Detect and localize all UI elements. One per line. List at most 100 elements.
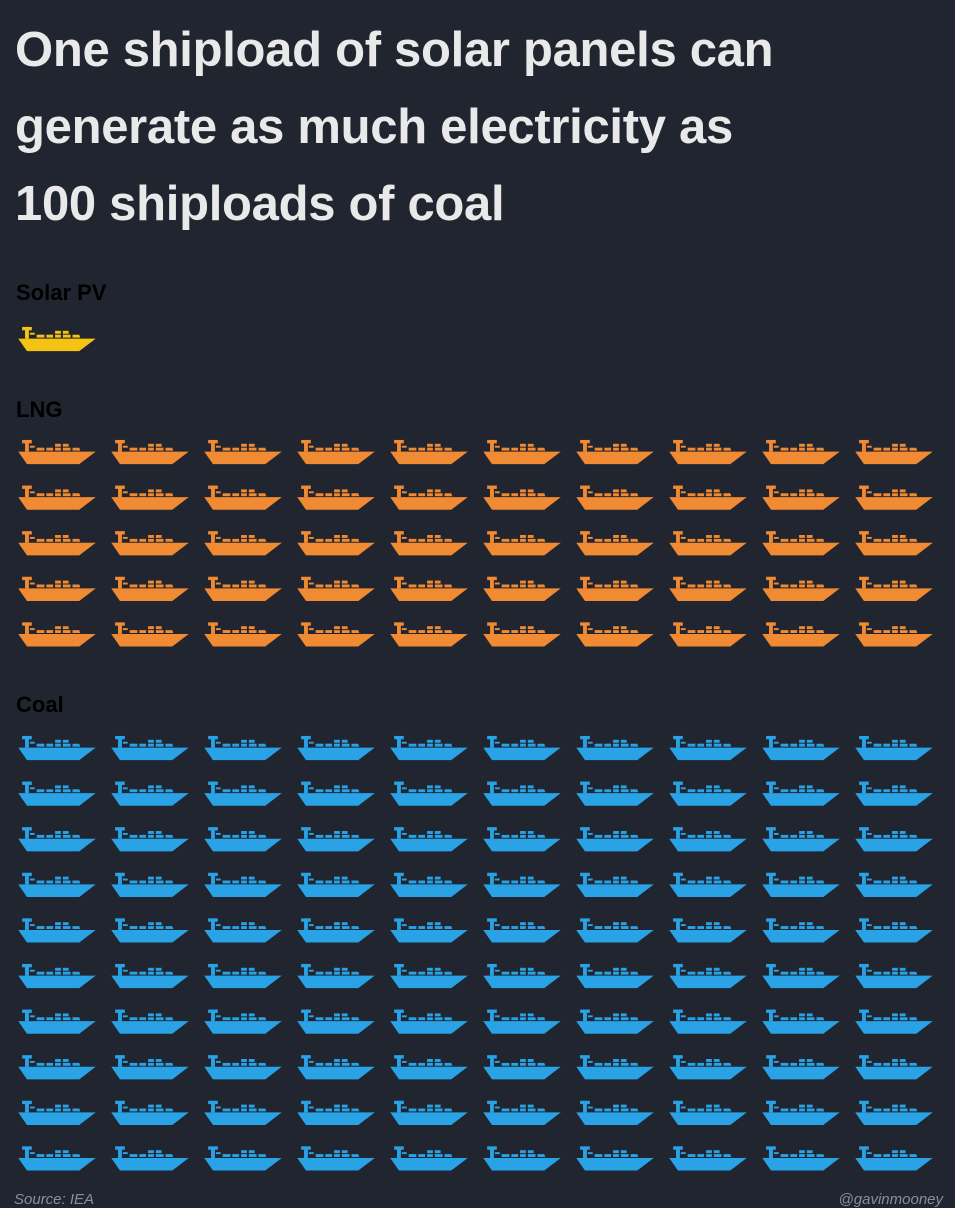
ship-icon-coal-68 bbox=[669, 1009, 747, 1034]
ship-icon-lng-20 bbox=[855, 485, 933, 510]
ship-icon-coal-1 bbox=[18, 735, 96, 761]
ship-icon-coal-95 bbox=[390, 1146, 468, 1171]
ship-icon-coal-50 bbox=[855, 918, 933, 943]
ship-icon-coal-51 bbox=[18, 963, 96, 989]
ship-icon-lng-15 bbox=[390, 485, 468, 510]
ship-icon-coal-67 bbox=[576, 1009, 654, 1034]
ship-icon-coal-46 bbox=[483, 918, 561, 943]
ship-icon-coal-75 bbox=[390, 1055, 468, 1080]
ship-icon-lng-11 bbox=[18, 485, 96, 510]
ship-icon-lng-48 bbox=[669, 622, 747, 647]
ship-icon-coal-57 bbox=[576, 963, 654, 989]
ship-icon-coal-100 bbox=[855, 1146, 933, 1171]
ship-icon-lng-44 bbox=[297, 622, 375, 647]
ship-icon-lng-28 bbox=[669, 531, 747, 556]
ship-icon-lng-47 bbox=[576, 622, 654, 647]
ship-icon-lng-1 bbox=[18, 439, 96, 465]
ship-icon-coal-45 bbox=[390, 918, 468, 943]
ship-icon-coal-52 bbox=[111, 963, 189, 989]
ship-icon-coal-83 bbox=[204, 1100, 282, 1125]
ship-icon-coal-61 bbox=[18, 1009, 96, 1034]
ship-icon-coal-78 bbox=[669, 1055, 747, 1080]
ship-icon-lng-10 bbox=[855, 439, 933, 465]
ship-icon-coal-24 bbox=[297, 827, 375, 852]
ship-icon-lng-9 bbox=[762, 439, 840, 465]
ship-icon-lng-5 bbox=[390, 439, 468, 465]
ship-icon-coal-80 bbox=[855, 1055, 933, 1080]
ship-icon-lng-30 bbox=[855, 531, 933, 556]
ship-icon-coal-74 bbox=[297, 1055, 375, 1080]
ship-icon-coal-15 bbox=[390, 781, 468, 806]
ship-icon-coal-8 bbox=[669, 735, 747, 761]
ship-icon-lng-14 bbox=[297, 485, 375, 510]
ship-icon-coal-36 bbox=[483, 872, 561, 897]
ship-icon-coal-79 bbox=[762, 1055, 840, 1080]
ship-icon-lng-46 bbox=[483, 622, 561, 647]
ship-icon-coal-77 bbox=[576, 1055, 654, 1080]
ship-icon-lng-40 bbox=[855, 576, 933, 601]
ship-icon-coal-64 bbox=[297, 1009, 375, 1034]
ship-icon-lng-6 bbox=[483, 439, 561, 465]
ship-icon-lng-45 bbox=[390, 622, 468, 647]
ship-icon-lng-25 bbox=[390, 531, 468, 556]
ship-icon-coal-93 bbox=[204, 1146, 282, 1171]
ship-icon-coal-41 bbox=[18, 918, 96, 943]
ship-icon-coal-35 bbox=[390, 872, 468, 897]
ship-icon-lng-18 bbox=[669, 485, 747, 510]
ship-icon-lng-22 bbox=[111, 531, 189, 556]
ship-icon-lng-23 bbox=[204, 531, 282, 556]
series-label-coal: Coal bbox=[16, 692, 64, 717]
ship-icon-coal-53 bbox=[204, 963, 282, 989]
ship-icon-coal-62 bbox=[111, 1009, 189, 1034]
ship-icon-coal-32 bbox=[111, 872, 189, 897]
ship-icon-coal-69 bbox=[762, 1009, 840, 1034]
ship-icon-coal-56 bbox=[483, 963, 561, 989]
ship-icon-coal-2 bbox=[111, 735, 189, 761]
ship-icon-coal-40 bbox=[855, 872, 933, 897]
ship-icon-coal-17 bbox=[576, 781, 654, 806]
ship-icon-lng-41 bbox=[18, 622, 96, 647]
ship-icon-lng-12 bbox=[111, 485, 189, 510]
ship-icon-coal-43 bbox=[204, 918, 282, 943]
ship-icon-coal-59 bbox=[762, 963, 840, 989]
ship-icon-coal-33 bbox=[204, 872, 282, 897]
ship-icon-coal-25 bbox=[390, 827, 468, 852]
ship-icon-coal-47 bbox=[576, 918, 654, 943]
ship-icon-lng-35 bbox=[390, 576, 468, 601]
ship-icon-coal-89 bbox=[762, 1100, 840, 1125]
ship-icon-lng-3 bbox=[204, 439, 282, 465]
ship-icon-coal-55 bbox=[390, 963, 468, 989]
ship-icon-coal-94 bbox=[297, 1146, 375, 1171]
ship-icon-coal-84 bbox=[297, 1100, 375, 1125]
ship-icon-coal-87 bbox=[576, 1100, 654, 1125]
ship-icon-coal-18 bbox=[669, 781, 747, 806]
ship-icon-coal-72 bbox=[111, 1055, 189, 1080]
ship-icon-coal-31 bbox=[18, 872, 96, 897]
ship-icon-coal-14 bbox=[297, 781, 375, 806]
ship-icon-coal-11 bbox=[18, 781, 96, 806]
ship-icon-coal-88 bbox=[669, 1100, 747, 1125]
ship-icon-coal-91 bbox=[18, 1146, 96, 1171]
ship-icon-coal-60 bbox=[855, 963, 933, 989]
ship-icon-coal-63 bbox=[204, 1009, 282, 1034]
ship-icon-lng-4 bbox=[297, 439, 375, 465]
ship-icon-coal-96 bbox=[483, 1146, 561, 1171]
ship-icon-coal-70 bbox=[855, 1009, 933, 1034]
ship-icon-coal-37 bbox=[576, 872, 654, 897]
ship-icon-lng-32 bbox=[111, 576, 189, 601]
ship-icon-lng-43 bbox=[204, 622, 282, 647]
ship-icon-coal-81 bbox=[18, 1100, 96, 1125]
ship-icon-coal-23 bbox=[204, 827, 282, 852]
ship-icon-lng-33 bbox=[204, 576, 282, 601]
ship-icon-coal-49 bbox=[762, 918, 840, 943]
ship-icon-coal-22 bbox=[111, 827, 189, 852]
ship-icon-coal-21 bbox=[18, 827, 96, 852]
ship-icon-coal-10 bbox=[855, 735, 933, 761]
ship-icon-coal-26 bbox=[483, 827, 561, 852]
ship-icon-coal-86 bbox=[483, 1100, 561, 1125]
ship-icon-lng-36 bbox=[483, 576, 561, 601]
ship-icon-lng-16 bbox=[483, 485, 561, 510]
ship-icon-coal-30 bbox=[855, 827, 933, 852]
ship-icon-lng-38 bbox=[669, 576, 747, 601]
